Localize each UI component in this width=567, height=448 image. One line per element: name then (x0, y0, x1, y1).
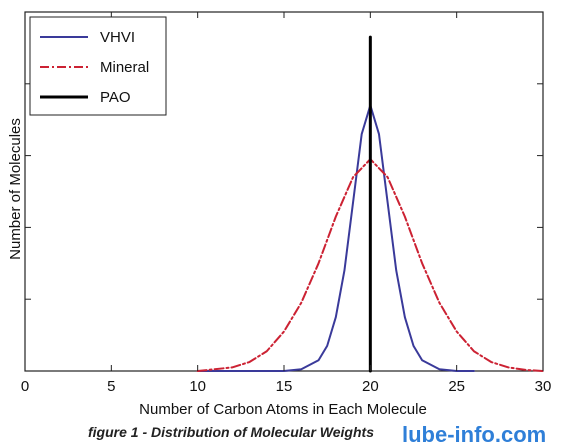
x-axis-label: Number of Carbon Atoms in Each Molecule (139, 401, 427, 418)
x-tick-label: 30 (535, 378, 552, 395)
ticks-layer: 0 5 10 15 20 25 30 (21, 12, 552, 395)
series-line-mineral (196, 158, 544, 372)
watermark-logo: lube-info.com (398, 422, 551, 448)
figure-caption: figure 1 - Distribution of Molecular Wei… (88, 424, 374, 440)
x-tick-label: 10 (189, 378, 206, 395)
x-tick-label: 0 (21, 378, 29, 395)
x-tick-label: 15 (276, 378, 293, 395)
legend-label-vhvi: VHVI (100, 29, 135, 46)
x-tick-label: 20 (362, 378, 379, 395)
series-layer (196, 35, 544, 373)
x-tick-label: 5 (107, 378, 115, 395)
legend: VHVI Mineral PAO (29, 16, 167, 116)
y-axis-label: Number of Molecules (7, 118, 24, 260)
series-line-vhvi (196, 104, 475, 372)
x-tick-label: 25 (448, 378, 465, 395)
legend-label-pao: PAO (100, 89, 131, 106)
legend-label-mineral: Mineral (100, 59, 149, 76)
